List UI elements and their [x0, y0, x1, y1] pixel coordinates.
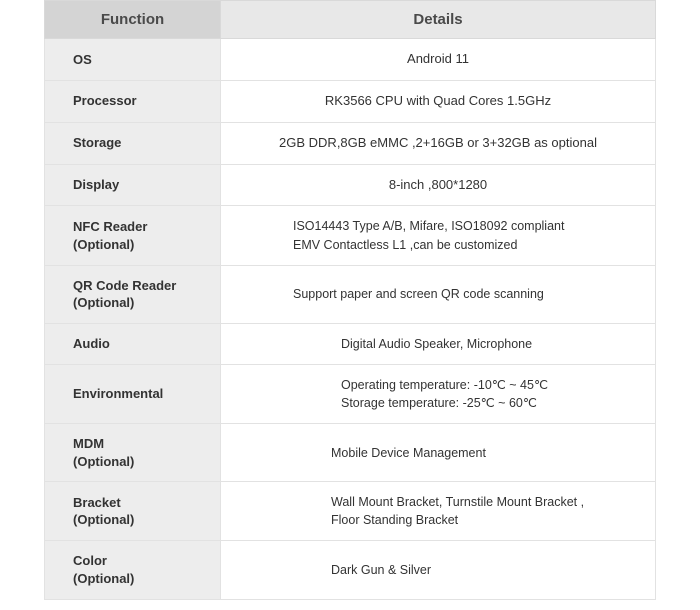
- table-row: MDM(Optional)Mobile Device Management: [45, 424, 656, 482]
- header-details: Details: [221, 1, 656, 39]
- table-row: AudioDigital Audio Speaker, Microphone: [45, 323, 656, 364]
- table-row: ProcessorRK3566 CPU with Quad Cores 1.5G…: [45, 80, 656, 122]
- header-function: Function: [45, 1, 221, 39]
- spec-table-body: OSAndroid 11ProcessorRK3566 CPU with Qua…: [45, 39, 656, 600]
- cell-details: Android 11: [221, 39, 656, 81]
- table-header-row: Function Details: [45, 1, 656, 39]
- spec-table: Function Details OSAndroid 11ProcessorRK…: [44, 0, 656, 600]
- table-row: QR Code Reader(Optional)Support paper an…: [45, 265, 656, 323]
- table-row: Display8-inch ,800*1280: [45, 164, 656, 206]
- cell-details: Digital Audio Speaker, Microphone: [221, 323, 656, 364]
- cell-function: Color(Optional): [45, 541, 221, 599]
- table-row: NFC Reader(Optional)ISO14443 Type A/B, M…: [45, 206, 656, 265]
- table-row: Bracket(Optional)Wall Mount Bracket, Tur…: [45, 482, 656, 541]
- cell-function: MDM(Optional): [45, 424, 221, 482]
- table-row: Color(Optional)Dark Gun & Silver: [45, 541, 656, 599]
- cell-function: Storage: [45, 122, 221, 164]
- cell-details: Operating temperature: -10℃ ~ 45℃Storage…: [221, 364, 656, 423]
- cell-function: Audio: [45, 323, 221, 364]
- table-row: OSAndroid 11: [45, 39, 656, 81]
- cell-function: NFC Reader(Optional): [45, 206, 221, 265]
- cell-details: RK3566 CPU with Quad Cores 1.5GHz: [221, 80, 656, 122]
- spec-table-wrapper: Function Details OSAndroid 11ProcessorRK…: [0, 0, 700, 610]
- cell-details: 8-inch ,800*1280: [221, 164, 656, 206]
- cell-function: Environmental: [45, 364, 221, 423]
- cell-function: Processor: [45, 80, 221, 122]
- cell-details: Dark Gun & Silver: [221, 541, 656, 599]
- table-row: EnvironmentalOperating temperature: -10℃…: [45, 364, 656, 423]
- cell-function: OS: [45, 39, 221, 81]
- cell-details: ISO14443 Type A/B, Mifare, ISO18092 comp…: [221, 206, 656, 265]
- cell-details: 2GB DDR,8GB eMMC ,2+16GB or 3+32GB as op…: [221, 122, 656, 164]
- cell-details: Support paper and screen QR code scannin…: [221, 265, 656, 323]
- cell-details: Wall Mount Bracket, Turnstile Mount Brac…: [221, 482, 656, 541]
- table-row: Storage2GB DDR,8GB eMMC ,2+16GB or 3+32G…: [45, 122, 656, 164]
- cell-function: Bracket(Optional): [45, 482, 221, 541]
- cell-function: QR Code Reader(Optional): [45, 265, 221, 323]
- cell-details: Mobile Device Management: [221, 424, 656, 482]
- cell-function: Display: [45, 164, 221, 206]
